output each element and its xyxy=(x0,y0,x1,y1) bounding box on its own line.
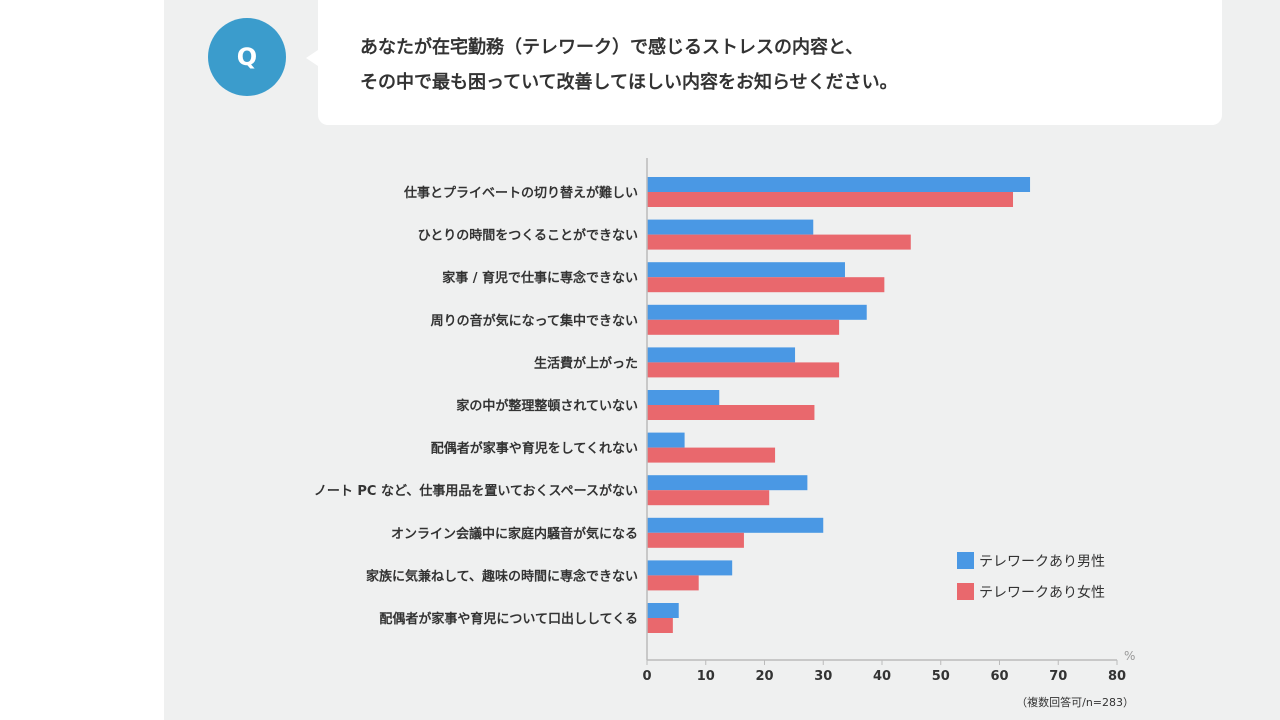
legend-label: テレワークあり女性 xyxy=(979,584,1105,601)
x-tick-label: 60 xyxy=(990,669,1008,684)
bar-female xyxy=(647,234,911,250)
bar-male xyxy=(647,560,733,576)
category-label: 家事 / 育児で仕事に専念できない xyxy=(442,270,638,286)
category-label: オンライン会議中に家庭内騒音が気になる xyxy=(391,526,638,542)
bar-female xyxy=(647,319,840,335)
question-badge: Q xyxy=(208,18,286,96)
bar-male xyxy=(647,432,685,448)
x-tick-label: 30 xyxy=(814,669,832,684)
x-tick-label: 10 xyxy=(697,669,715,684)
x-tick-label: 80 xyxy=(1108,669,1126,684)
bar-male xyxy=(647,347,796,363)
bar-female xyxy=(647,362,840,378)
sample-note: （複数回答可/n=283） xyxy=(1016,695,1134,709)
category-label: 配偶者が家事や育児について口出ししてくる xyxy=(379,611,638,627)
x-tick-label: 40 xyxy=(873,669,891,684)
bar-female xyxy=(647,532,744,548)
category-label: ひとりの時間をつくることができない xyxy=(418,228,638,244)
bar-male xyxy=(647,390,720,405)
bar-female xyxy=(647,575,699,591)
bar-male xyxy=(647,304,867,320)
bar-male xyxy=(647,603,679,618)
bar-male xyxy=(647,262,845,278)
speech-bubble-tail xyxy=(306,50,318,66)
bar-male xyxy=(647,219,814,235)
question-line-2: その中で最も困っていて改善してほしい内容をお知らせください。 xyxy=(360,72,898,93)
question-line-1: あなたが在宅勤務（テレワーク）で感じるストレスの内容と、 xyxy=(360,37,864,58)
x-tick-label: 20 xyxy=(755,669,773,684)
legend-label: テレワークあり男性 xyxy=(979,554,1105,570)
legend-swatch xyxy=(957,552,974,569)
bar-male xyxy=(647,177,1031,192)
x-tick-label: 70 xyxy=(1049,669,1067,684)
bar-female xyxy=(647,277,885,293)
axis-unit: % xyxy=(1124,649,1135,663)
question-bubble xyxy=(318,0,1222,125)
x-tick-label: 0 xyxy=(642,669,651,684)
category-label: 家族に気兼ねして、趣味の時間に専念できない xyxy=(366,568,638,584)
x-tick-label: 50 xyxy=(932,669,950,684)
category-label: 仕事とプライベートの切り替えが難しい xyxy=(403,185,638,201)
bar-female xyxy=(647,192,1014,207)
category-label: 家の中が整理整頓されていない xyxy=(456,398,638,414)
bar-male xyxy=(647,475,808,491)
bar-male xyxy=(647,517,824,533)
question-text: あなたが在宅勤務（テレワーク）で感じるストレスの内容と、 その中で最も困っていて… xyxy=(360,30,1200,100)
legend-swatch xyxy=(957,583,974,600)
category-label: 周りの音が気になって集中できない xyxy=(431,313,638,329)
bar-female xyxy=(647,447,776,463)
category-label: ノート PC など、仕事用品を置いておくスペースがない xyxy=(314,483,638,499)
bar-female xyxy=(647,490,770,506)
bar-female xyxy=(647,618,673,633)
category-label: 配偶者が家事や育児をしてくれない xyxy=(431,441,638,457)
bar-female xyxy=(647,405,815,420)
category-label: 生活費が上がった xyxy=(534,355,638,371)
